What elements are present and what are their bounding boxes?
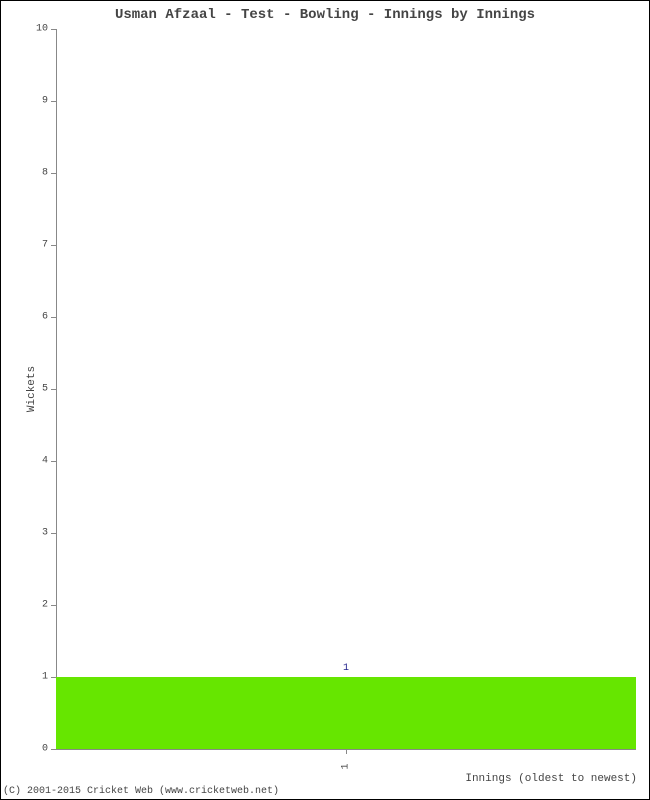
y-tick-label: 9 (1, 96, 48, 107)
y-tick-label: 5 (1, 384, 48, 395)
y-tick (51, 533, 56, 534)
y-tick (51, 101, 56, 102)
y-tick (51, 749, 56, 750)
x-tick-label: 1 (341, 763, 352, 769)
y-tick (51, 245, 56, 246)
y-tick-label: 2 (1, 600, 48, 611)
y-tick-label: 3 (1, 528, 48, 539)
y-tick (51, 317, 56, 318)
y-tick-label: 7 (1, 240, 48, 251)
y-tick-label: 1 (1, 672, 48, 683)
y-axis (56, 29, 57, 749)
y-tick (51, 389, 56, 390)
y-tick (51, 461, 56, 462)
y-tick-label: 4 (1, 456, 48, 467)
bar-value-label: 1 (343, 663, 349, 674)
y-tick (51, 173, 56, 174)
y-tick-label: 0 (1, 744, 48, 755)
copyright-text: (C) 2001-2015 Cricket Web (www.cricketwe… (3, 786, 279, 797)
chart-title: Usman Afzaal - Test - Bowling - Innings … (1, 7, 649, 23)
y-tick-label: 6 (1, 312, 48, 323)
bar (56, 677, 636, 749)
plot-area (56, 29, 636, 749)
y-tick (51, 29, 56, 30)
y-tick (51, 605, 56, 606)
x-axis-label: Innings (oldest to newest) (465, 773, 637, 785)
y-tick-label: 10 (1, 24, 48, 35)
x-tick (346, 749, 347, 754)
y-tick-label: 8 (1, 168, 48, 179)
